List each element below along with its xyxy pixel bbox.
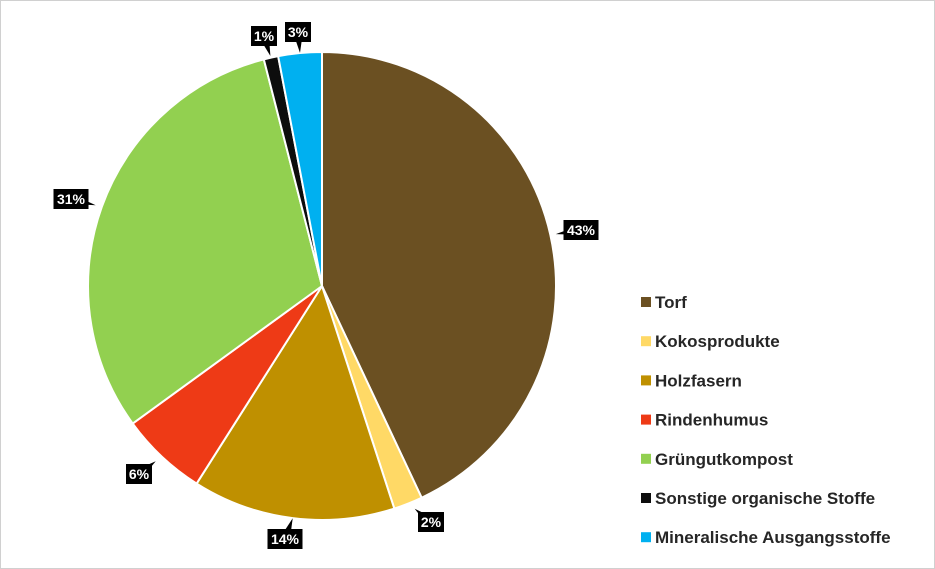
legend-label: Grüngutkompost [655,450,793,469]
legend-item-sonstige-organische-stoffe: Sonstige organische Stoffe [641,489,875,508]
legend-item-gr-ngutkompost: Grüngutkompost [641,450,793,469]
legend-label: Torf [655,293,687,312]
data-label-sonstige-organische-stoffe: 1% [251,26,277,56]
svg-text:1%: 1% [254,28,275,44]
legend-item-holzfasern: Holzfasern [641,371,742,390]
data-label-holzfasern: 14% [267,518,303,549]
pie-slice-gr-ngutkompost [87,58,324,425]
data-labels: 43% 2% 14% 6% 31% 1% 3% [53,22,599,549]
pie-slice-mineralische-ausgangsstoffe [276,50,323,287]
data-label-mineralische-ausgangsstoffe: 3% [285,22,311,53]
legend-swatch [641,414,651,425]
legend-item-kokosprodukte: Kokosprodukte [641,332,780,351]
legend-label: Mineralische Ausgangsstoffe [655,528,891,547]
legend-swatch [641,336,651,347]
legend-item-torf: Torf [641,293,687,312]
legend-label: Holzfasern [655,371,742,390]
legend-item-rindenhumus: Rindenhumus [641,411,768,430]
pie-slices [87,50,557,521]
pie-slice-holzfasern [195,283,396,521]
svg-text:2%: 2% [421,514,442,530]
legend-label: Rindenhumus [655,411,768,430]
legend-swatch [641,532,651,543]
legend-swatch [641,297,651,307]
legend-swatch [641,453,651,464]
legend-swatch [641,375,651,386]
svg-text:3%: 3% [288,24,309,40]
svg-text:6%: 6% [129,466,150,482]
legend: Torf Kokosprodukte Holzfasern Rindenhumus Gr… [641,293,891,547]
legend-label: Kokosprodukte [655,332,780,351]
data-label-torf: 43% [555,220,599,240]
data-label-gr-ngutkompost: 31% [53,189,96,209]
legend-label: Sonstige organische Stoffe [655,489,875,508]
data-label-rindenhumus: 6% [126,461,156,484]
legend-swatch [641,493,651,503]
svg-text:31%: 31% [57,191,86,207]
pie-slice-torf [321,50,557,500]
svg-text:43%: 43% [567,222,596,238]
data-label-kokosprodukte: 2% [414,508,444,532]
svg-text:14%: 14% [271,531,300,547]
legend-item-mineralische-ausgangsstoffe: Mineralische Ausgangsstoffe [641,528,891,547]
